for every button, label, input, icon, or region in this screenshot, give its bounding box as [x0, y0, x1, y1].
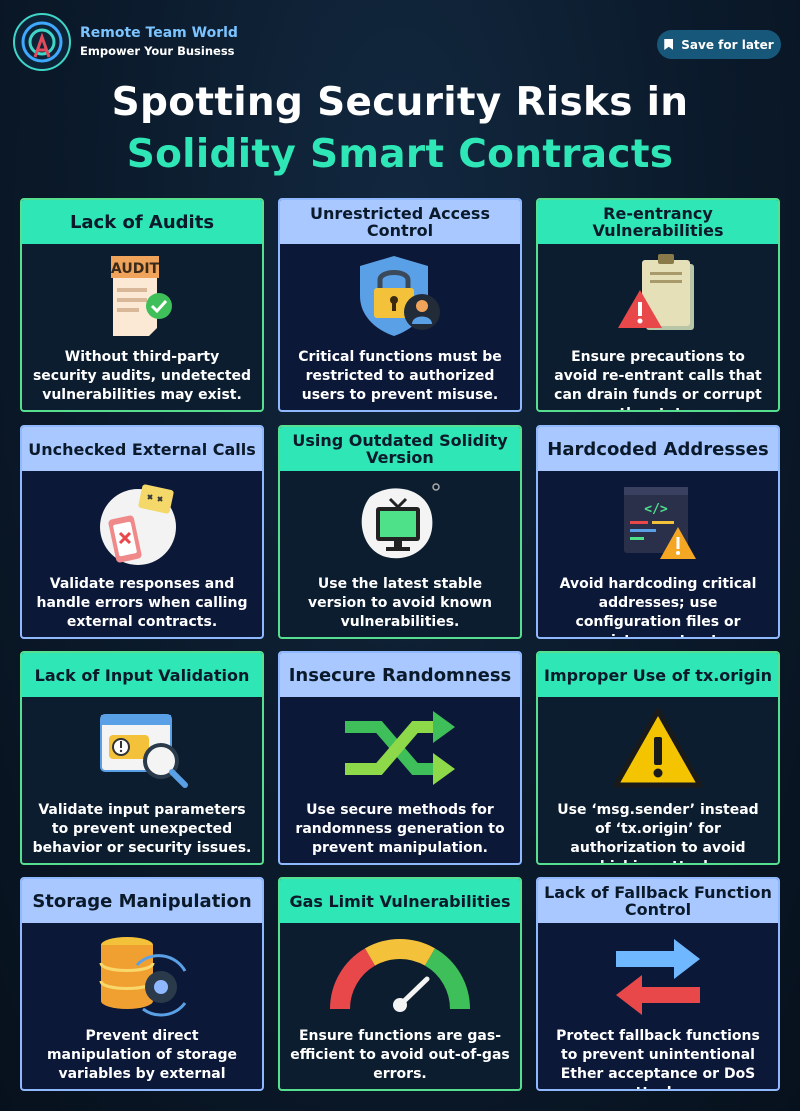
gauge-icon	[280, 923, 520, 1027]
card-title: Lack of Audits	[22, 200, 262, 244]
shuffle-icon	[280, 697, 520, 801]
old-tv-icon	[280, 471, 520, 575]
card-unchecked-external-calls: Unchecked External Calls Validate respon…	[20, 425, 264, 639]
brand-logo-icon	[13, 13, 71, 71]
card-description: Prevent direct manipulation of storage v…	[46, 1028, 238, 1089]
card-insecure-randomness: Insecure Randomness Use secure methods f…	[278, 651, 522, 865]
card-title: Lack of Input Validation	[22, 653, 262, 697]
save-for-later-button[interactable]: Save for later	[657, 30, 781, 59]
audit-document-icon: AUDIT	[22, 244, 262, 348]
code-label: </>	[644, 502, 668, 517]
card-gas-limit-vulnerabilities: Gas Limit Vulnerabilities Ensure functio…	[278, 877, 522, 1091]
card-title: Gas Limit Vulnerabilities	[280, 879, 520, 923]
page-title-line-2: Solidity Smart Contracts	[126, 132, 674, 177]
lock-shield-user-icon	[280, 244, 520, 348]
audit-label: AUDIT	[111, 261, 160, 277]
card-title: Insecure Randomness	[280, 653, 520, 697]
bookmark-icon	[664, 39, 674, 50]
card-title: Re-entrancy Vulnerabilities	[538, 200, 778, 244]
save-button-label: Save for later	[681, 37, 774, 52]
page-title-line-1: Spotting Security Risks in	[111, 80, 689, 125]
card-description: Avoid hardcoding critical addresses; use…	[559, 576, 757, 637]
card-description: Protect fallback functions to prevent un…	[556, 1028, 760, 1089]
card-title: Storage Manipulation	[22, 879, 262, 923]
card-description: Without third-party security audits, und…	[32, 349, 252, 403]
card-description: Use secure methods for randomness genera…	[295, 802, 505, 856]
brand-name: Remote Team World	[80, 25, 238, 41]
phone-error-icon	[22, 471, 262, 575]
warning-triangle-icon	[538, 697, 778, 801]
card-lack-of-input-validation: Lack of Input Validation Validate input …	[20, 651, 264, 865]
card-using-outdated-solidity-version: Using Outdated Solidity Version Use the …	[278, 425, 522, 639]
card-storage-manipulation: Storage Manipulation Prevent direct mani…	[20, 877, 264, 1091]
card-title: Lack of Fallback Function Control	[538, 879, 778, 923]
code-warning-icon: </>	[538, 471, 778, 575]
card-description: Ensure functions are gas-efficient to av…	[290, 1028, 510, 1082]
database-gear-icon	[22, 923, 262, 1027]
swap-arrows-icon	[538, 923, 778, 1027]
card-description: Use ‘msg.sender’ instead of ‘tx.origin’ …	[557, 802, 759, 863]
card-description: Validate input parameters to prevent une…	[32, 802, 252, 856]
brand-tagline: Empower Your Business	[80, 44, 235, 58]
clipboard-warning-icon	[538, 244, 778, 348]
header: Remote Team World Empower Your Business …	[0, 0, 800, 80]
card-description: Use the latest stable version to avoid k…	[308, 576, 492, 630]
card-title: Unrestricted Access Control	[280, 200, 520, 244]
card-description: Ensure precautions to avoid re-entrant c…	[554, 349, 762, 410]
card-lack-of-audits: Lack of Audits AUDIT Without third-party…	[20, 198, 264, 412]
card-title: Improper Use of tx.origin	[538, 653, 778, 697]
card-improper-use-of-tx-origin: Improper Use of tx.origin Use ‘msg.sende…	[536, 651, 780, 865]
card-re-entrancy-vulnerabilities: Re-entrancy Vulnerabilities Ensure preca…	[536, 198, 780, 412]
card-lack-of-fallback-function-control: Lack of Fallback Function Control Protec…	[536, 877, 780, 1091]
card-title: Hardcoded Addresses	[538, 427, 778, 471]
window-magnifier-icon	[22, 697, 262, 801]
card-unrestricted-access-control: Unrestricted Access Control Critical fun…	[278, 198, 522, 412]
card-title: Using Outdated Solidity Version	[280, 427, 520, 471]
card-hardcoded-addresses: Hardcoded Addresses </> Avoid hardcoding…	[536, 425, 780, 639]
card-description: Critical functions must be restricted to…	[298, 349, 502, 403]
card-description: Validate responses and handle errors whe…	[36, 576, 248, 630]
card-title: Unchecked External Calls	[22, 427, 262, 471]
